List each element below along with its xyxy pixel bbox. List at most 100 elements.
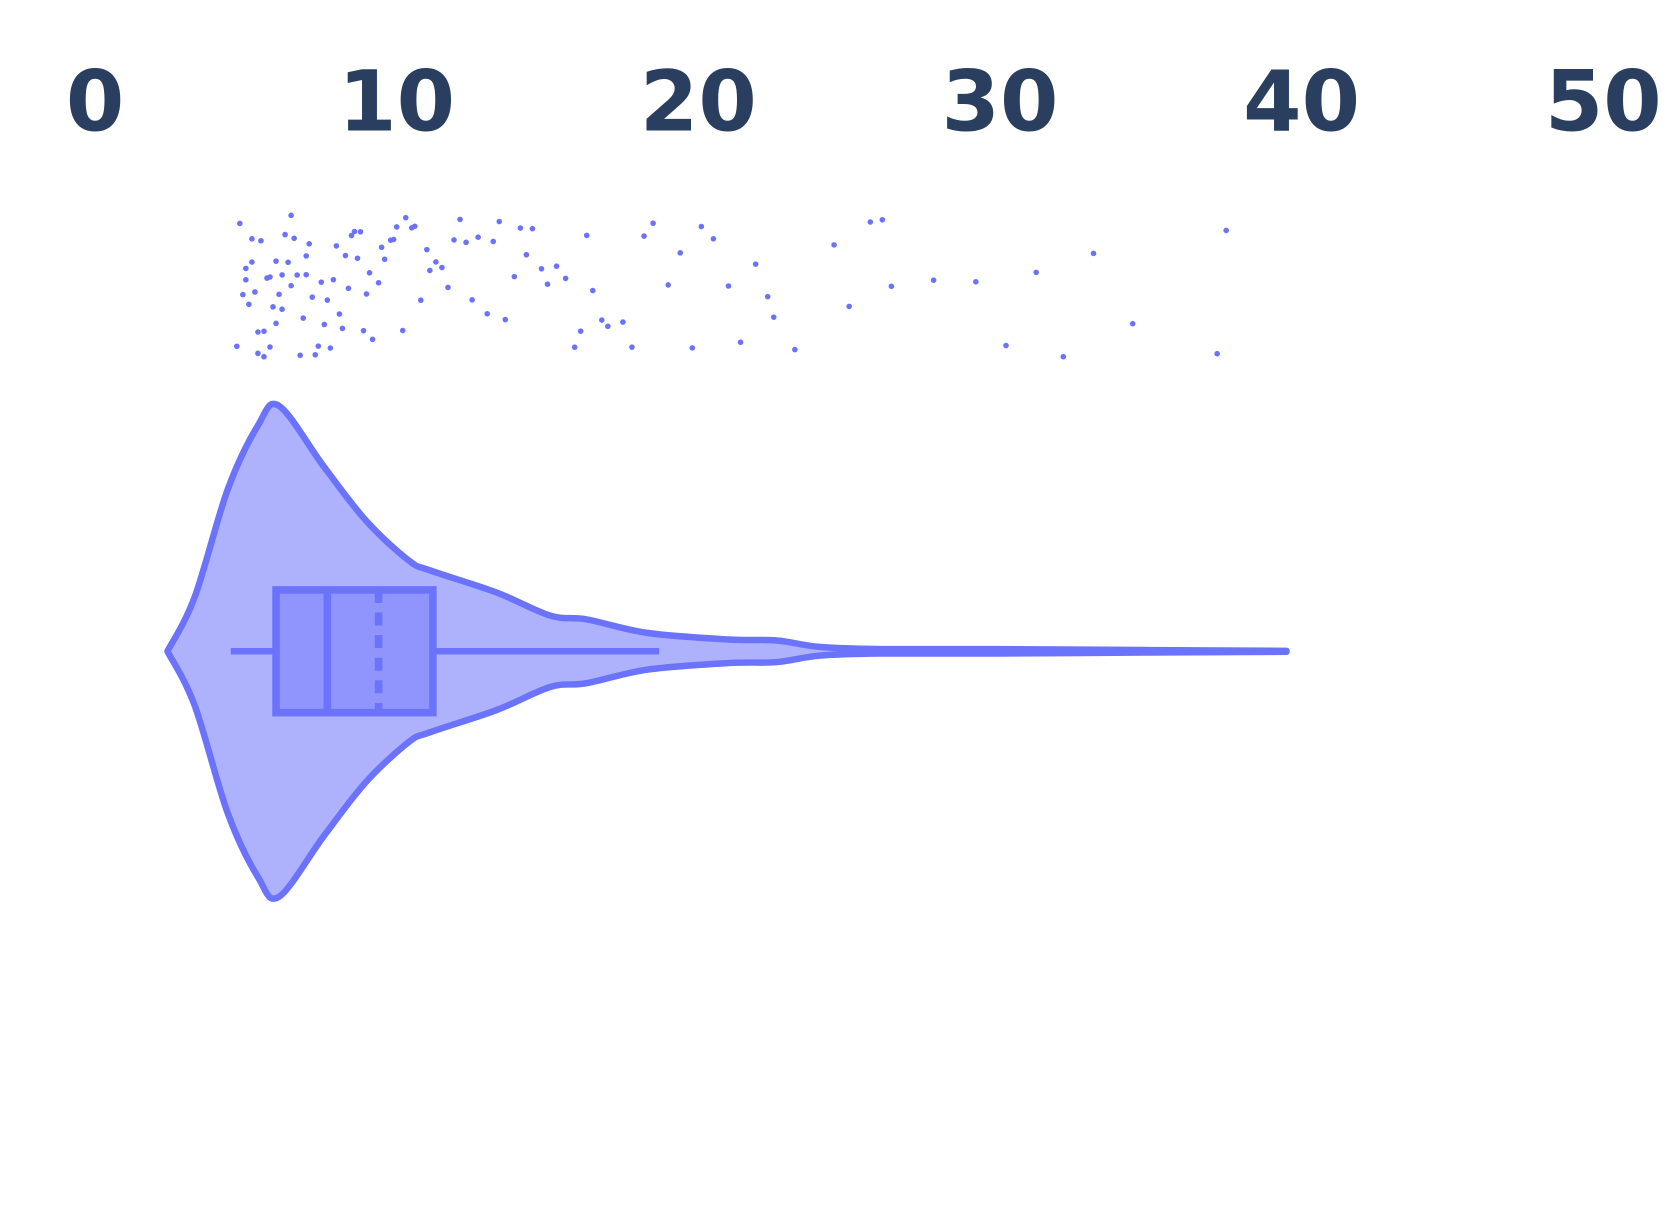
- point: [315, 343, 322, 349]
- point: [1129, 320, 1136, 327]
- point: [1033, 269, 1039, 276]
- point: [677, 250, 684, 256]
- point: [360, 327, 367, 334]
- point: [381, 256, 388, 263]
- point: [369, 336, 376, 343]
- point: [562, 275, 569, 282]
- point: [330, 276, 337, 283]
- point: [867, 219, 874, 225]
- point: [327, 345, 334, 351]
- point: [258, 237, 264, 244]
- point: [357, 228, 364, 235]
- point: [846, 303, 852, 310]
- point: [469, 297, 475, 303]
- point: [502, 316, 509, 323]
- point: [451, 237, 457, 243]
- point: [390, 236, 397, 243]
- point: [270, 304, 276, 310]
- point: [523, 251, 530, 258]
- point: [393, 224, 400, 230]
- point: [363, 291, 370, 297]
- point: [303, 271, 309, 278]
- point: [577, 328, 584, 334]
- x-tick-label: 30: [942, 53, 1059, 151]
- point: [1214, 350, 1220, 357]
- point: [1060, 353, 1067, 360]
- point: [306, 241, 313, 247]
- point: [433, 259, 439, 265]
- point: [463, 239, 469, 246]
- box: [272, 586, 437, 717]
- point: [1003, 342, 1009, 349]
- point: [267, 274, 273, 280]
- point: [321, 321, 328, 328]
- point: [529, 225, 536, 232]
- point: [288, 212, 294, 219]
- point: [339, 325, 346, 332]
- point: [402, 214, 409, 221]
- point: [888, 283, 895, 290]
- point: [375, 279, 382, 286]
- point: [517, 225, 524, 231]
- point: [399, 327, 406, 334]
- point: [770, 314, 777, 320]
- point: [752, 261, 759, 267]
- point: [605, 323, 611, 330]
- point: [553, 263, 560, 269]
- point: [589, 287, 596, 294]
- point: [1090, 250, 1097, 257]
- point: [285, 259, 291, 266]
- point: [318, 279, 325, 285]
- point: [439, 264, 445, 271]
- point: [710, 236, 717, 242]
- point: [689, 345, 696, 351]
- point: [496, 218, 503, 225]
- point: [418, 297, 424, 304]
- point: [650, 220, 656, 227]
- point: [255, 350, 261, 357]
- point: [427, 267, 433, 274]
- point: [243, 276, 249, 283]
- point: [279, 272, 285, 278]
- point: [583, 232, 590, 239]
- point: [879, 216, 886, 223]
- point: [641, 233, 647, 239]
- point: [243, 265, 249, 272]
- point: [282, 231, 288, 238]
- point: [792, 346, 798, 353]
- x-tick-label: 40: [1243, 53, 1360, 151]
- point: [698, 223, 705, 230]
- point: [249, 236, 255, 242]
- point: [234, 343, 240, 350]
- point: [930, 277, 937, 284]
- violin: [164, 400, 1290, 902]
- point: [288, 282, 294, 289]
- point: [252, 289, 258, 295]
- point: [300, 315, 306, 321]
- point: [261, 328, 267, 335]
- point: [424, 246, 430, 253]
- point: [599, 317, 605, 323]
- point: [294, 272, 300, 278]
- point: [336, 311, 343, 317]
- point: [378, 244, 385, 251]
- point: [484, 310, 490, 317]
- point: [544, 281, 551, 287]
- point: [351, 228, 358, 235]
- point: [511, 273, 518, 280]
- point: [665, 282, 671, 288]
- point: [345, 285, 352, 292]
- point: [333, 243, 340, 249]
- point: [324, 297, 331, 303]
- point: [354, 255, 361, 262]
- point: [629, 344, 635, 350]
- point: [538, 265, 545, 272]
- point: [571, 344, 578, 350]
- x-tick-label: 0: [66, 53, 124, 151]
- point: [273, 258, 279, 264]
- point: [261, 353, 267, 360]
- x-tick-label: 20: [640, 53, 757, 151]
- point: [273, 320, 279, 327]
- point: [475, 234, 481, 241]
